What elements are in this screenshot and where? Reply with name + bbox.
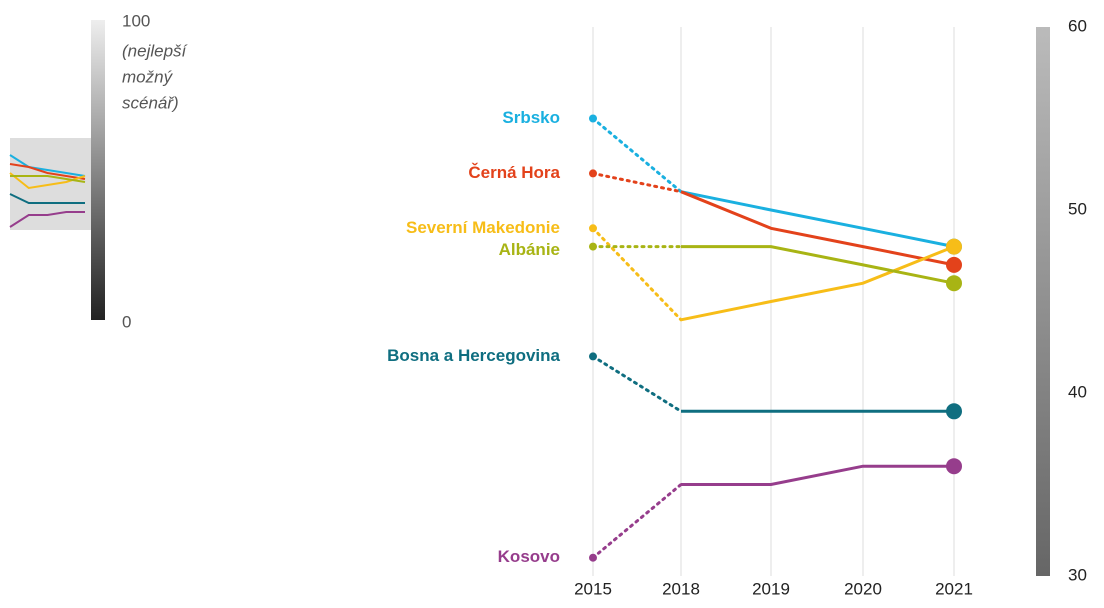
thumbnail-line	[9, 163, 86, 180]
gauge-note: možný	[122, 67, 174, 86]
y-tick-label: 50	[1068, 199, 1087, 218]
series-label: Severní Makedonie	[406, 218, 560, 237]
start-point	[589, 169, 597, 178]
series-label: Bosna a Hercegovina	[387, 346, 560, 365]
end-point	[946, 275, 962, 292]
start-point	[589, 242, 597, 251]
start-point	[589, 553, 597, 562]
dotted-segment	[591, 354, 683, 413]
gauge-bar	[91, 20, 105, 320]
gauge-note: scénář)	[122, 93, 179, 112]
start-point	[589, 224, 597, 233]
thumbnail-line	[9, 211, 85, 228]
dotted-segment	[591, 171, 683, 194]
end-point	[946, 238, 962, 255]
thumbnail-line	[9, 193, 85, 204]
series-line	[680, 190, 955, 249]
start-point	[589, 352, 597, 361]
y-tick-label: 60	[1068, 16, 1087, 35]
series-label: Kosovo	[498, 547, 560, 566]
end-point	[946, 403, 962, 420]
dotted-segment	[591, 117, 683, 194]
series-line	[681, 464, 954, 486]
x-tick-label: 2018	[662, 579, 700, 598]
dotted-segment	[591, 226, 683, 322]
y-tick-label: 30	[1068, 565, 1087, 584]
scale-bar	[1036, 27, 1050, 576]
thumbnail-line	[10, 175, 86, 183]
gauge-bottom-label: 0	[122, 312, 131, 331]
x-tick-label: 2021	[935, 579, 973, 598]
end-point	[946, 256, 962, 273]
start-point	[589, 114, 597, 123]
series-line	[681, 245, 955, 285]
y-tick-label: 40	[1068, 382, 1087, 401]
series-label: Černá Hora	[468, 163, 560, 182]
x-tick-label: 2020	[844, 579, 882, 598]
x-tick-label: 2019	[752, 579, 790, 598]
end-point	[946, 458, 962, 475]
series-label: Srbsko	[502, 108, 560, 127]
dotted-segment	[591, 483, 683, 560]
thumbnail-line	[9, 154, 86, 177]
gauge-top-label: 100	[122, 11, 150, 30]
gauge-note: (nejlepší	[122, 41, 189, 60]
x-tick-label: 2015	[574, 579, 612, 598]
series-label: Albánie	[499, 240, 560, 259]
series-line	[680, 245, 955, 322]
series-line	[680, 190, 955, 267]
